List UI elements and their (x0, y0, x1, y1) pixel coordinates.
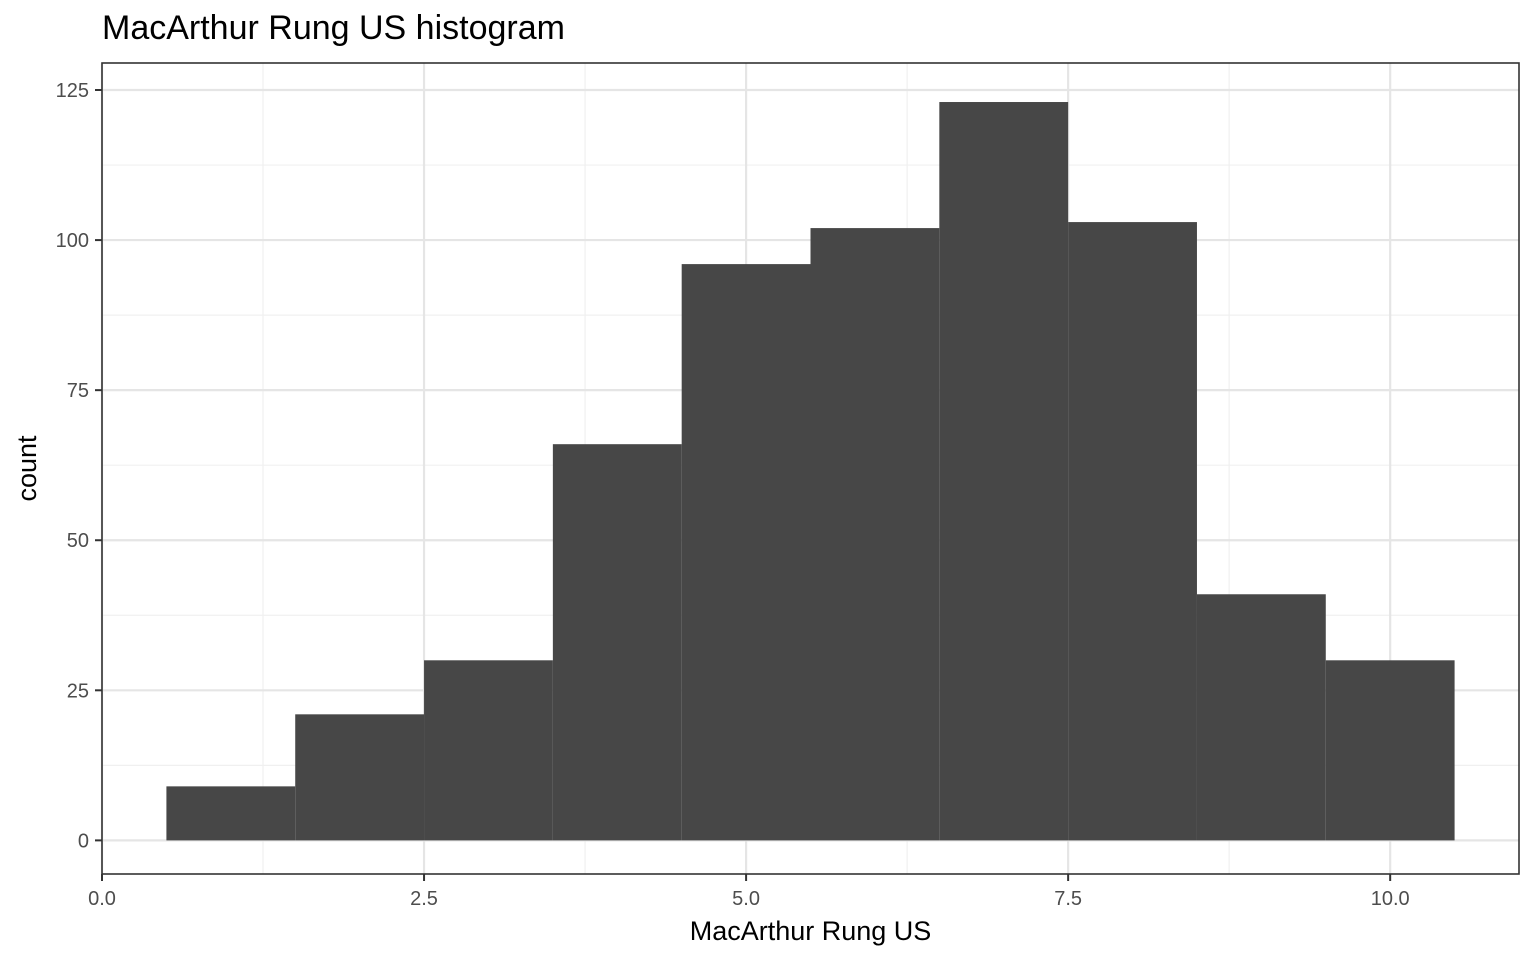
y-axis-title: count (12, 435, 42, 502)
chart-title: MacArthur Rung US histogram (102, 9, 565, 47)
y-tick-label: 0 (78, 830, 89, 852)
histogram-bar (1325, 660, 1455, 841)
histogram-bar (1068, 222, 1197, 841)
x-tick-label: 10.0 (1371, 888, 1410, 910)
histogram-bar (295, 714, 425, 841)
x-tick-label: 7.5 (1054, 888, 1082, 910)
x-tick-label: 5.0 (732, 888, 760, 910)
histogram-bar (681, 264, 811, 841)
y-tick-label: 125 (56, 80, 89, 102)
plot-panel-border (101, 62, 1520, 875)
y-tick-label: 75 (67, 380, 89, 402)
y-tick-label: 50 (67, 530, 89, 552)
x-tick-label: 2.5 (410, 888, 438, 910)
y-axis: 0 25 50 75 100 125 (56, 80, 102, 852)
histogram-bar (1196, 594, 1326, 841)
histogram-bar (810, 228, 940, 841)
y-tick-label: 100 (56, 230, 89, 252)
x-axis: 0.0 2.5 5.0 7.5 10.0 (88, 874, 1410, 910)
histogram-bar (552, 444, 682, 841)
x-axis-title: MacArthur Rung US (690, 916, 932, 946)
histogram-bars (166, 102, 1455, 841)
y-tick-label: 25 (67, 680, 89, 702)
histogram-bar (166, 786, 296, 841)
histogram-bar (939, 102, 1069, 841)
x-tick-label: 0.0 (88, 888, 116, 910)
histogram-bar (424, 660, 553, 841)
